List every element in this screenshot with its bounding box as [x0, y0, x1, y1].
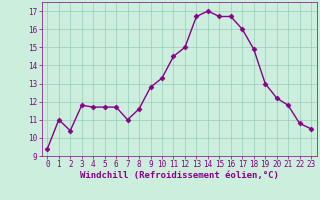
- X-axis label: Windchill (Refroidissement éolien,°C): Windchill (Refroidissement éolien,°C): [80, 171, 279, 180]
